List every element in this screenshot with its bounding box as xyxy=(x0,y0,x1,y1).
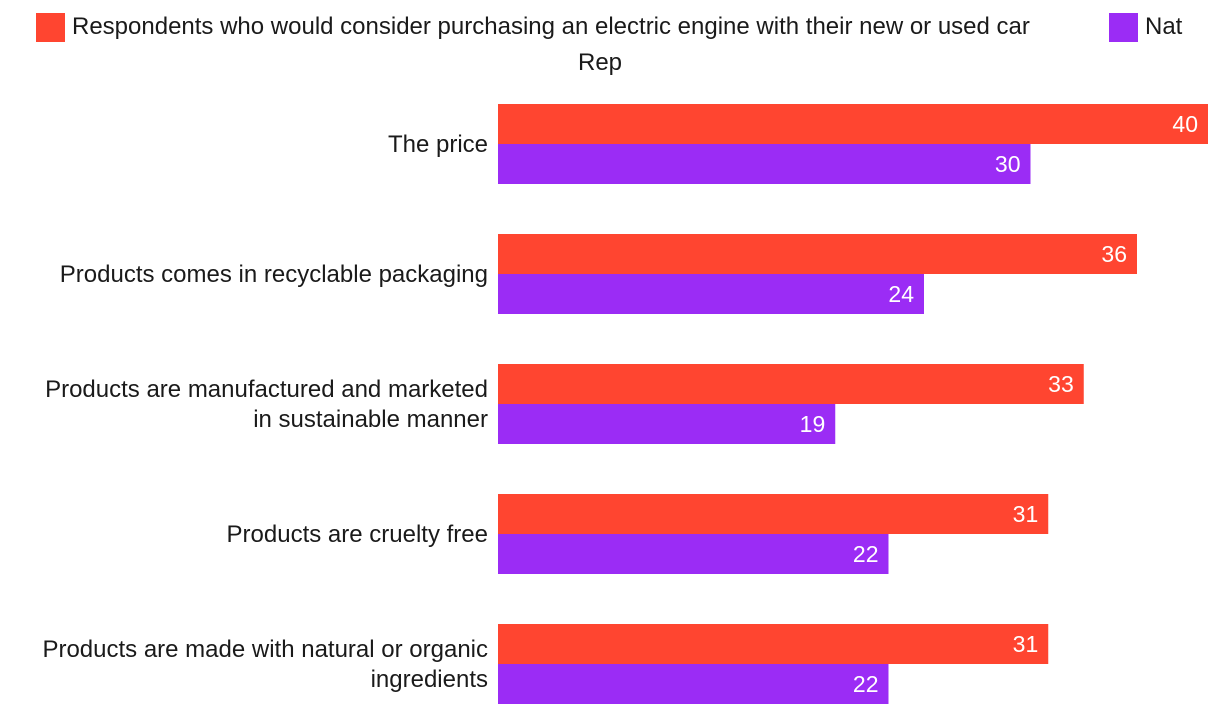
bars xyxy=(498,104,1208,704)
bar-series-0 xyxy=(498,234,1137,274)
legend-swatch-series-0 xyxy=(36,13,65,42)
legend-label-series-1: Nat Rep xyxy=(578,13,1183,76)
data-label-series-0: 31 xyxy=(1013,501,1039,527)
category-label: Products comes in recyclable packaging xyxy=(60,261,488,288)
bar-series-1 xyxy=(498,404,836,444)
bar-series-1 xyxy=(498,664,889,704)
data-label-series-0: 31 xyxy=(1013,631,1039,657)
bar-series-0 xyxy=(498,624,1049,664)
data-label-series-0: 33 xyxy=(1048,371,1074,397)
category-label: Products are manufactured and marketed in… xyxy=(45,376,488,433)
bar-series-1 xyxy=(498,534,889,574)
bar-series-1 xyxy=(498,144,1031,184)
legend-label-series-0: Respondents who would consider purchasin… xyxy=(72,13,1030,40)
data-label-series-1: 24 xyxy=(888,281,914,307)
bar-series-0 xyxy=(498,104,1208,144)
legend: Respondents who would consider purchasin… xyxy=(36,13,1183,76)
data-label-series-1: 22 xyxy=(853,541,879,567)
legend-swatch-series-1 xyxy=(1109,13,1138,42)
bar-series-0 xyxy=(498,494,1049,534)
value-labels: 40 30 36 24 33 19 31 22 31 22 xyxy=(800,111,1198,697)
category-label: Products are cruelty free xyxy=(227,521,488,548)
data-label-series-1: 30 xyxy=(995,151,1021,177)
category-label: The price xyxy=(388,131,488,158)
bar-series-1 xyxy=(498,274,924,314)
data-label-series-1: 19 xyxy=(800,411,826,437)
data-label-series-1: 22 xyxy=(853,671,879,697)
data-label-series-0: 40 xyxy=(1172,111,1198,137)
data-label-series-0: 36 xyxy=(1101,241,1127,267)
category-labels: The price Products comes in recyclable pa… xyxy=(42,131,488,693)
bar-series-0 xyxy=(498,364,1084,404)
category-label: Products are made with natural or organi… xyxy=(42,636,488,693)
